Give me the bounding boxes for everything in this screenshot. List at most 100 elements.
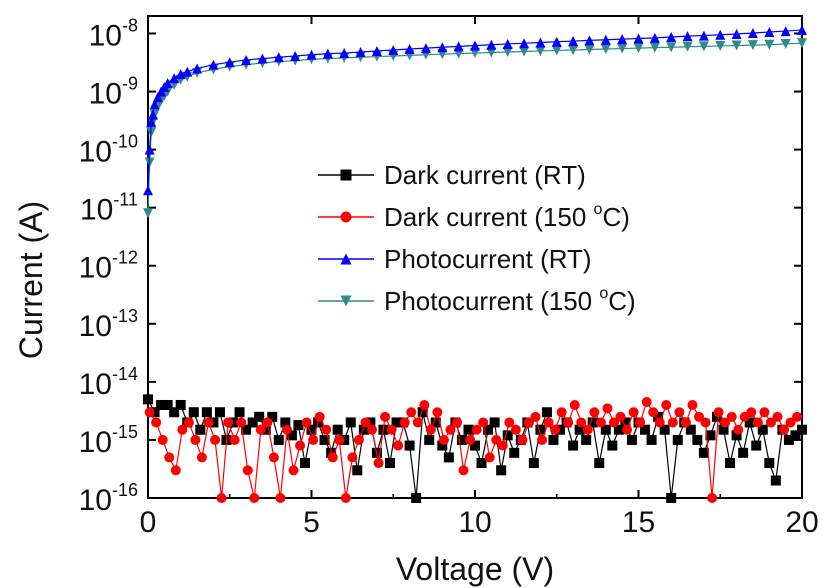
data-point bbox=[502, 46, 513, 57]
series-3 bbox=[143, 38, 807, 219]
data-point bbox=[764, 458, 775, 469]
data-point bbox=[306, 49, 317, 60]
data-point bbox=[319, 434, 330, 445]
data-point bbox=[406, 407, 417, 418]
y-tick-label: 10-12 bbox=[79, 248, 138, 285]
data-point bbox=[152, 92, 163, 103]
data-point bbox=[322, 48, 333, 59]
data-point bbox=[143, 394, 153, 405]
y-tick-label: 10-10 bbox=[79, 132, 138, 169]
data-point bbox=[257, 53, 268, 64]
data-point bbox=[164, 452, 175, 463]
data-point bbox=[661, 399, 672, 410]
data-point bbox=[600, 424, 611, 435]
data-point bbox=[617, 34, 628, 45]
data-point bbox=[733, 424, 744, 435]
legend-label: Dark current (150 oC) bbox=[384, 201, 630, 232]
data-point bbox=[345, 417, 356, 428]
data-point bbox=[779, 424, 790, 435]
x-tick-label: 20 bbox=[785, 506, 818, 539]
data-point bbox=[491, 434, 502, 445]
data-point bbox=[666, 42, 677, 53]
legend-label: Dark current (RT) bbox=[384, 160, 586, 190]
legend-marker bbox=[340, 169, 352, 181]
data-point bbox=[502, 38, 513, 49]
y-tick-exponent: -11 bbox=[113, 190, 138, 210]
data-point bbox=[352, 465, 363, 476]
data-point bbox=[438, 434, 449, 445]
data-point bbox=[587, 417, 598, 428]
y-tick-base: 10 bbox=[79, 136, 112, 169]
data-point bbox=[692, 434, 703, 445]
data-point bbox=[797, 24, 807, 35]
data-point bbox=[682, 31, 693, 42]
series-1 bbox=[144, 397, 803, 503]
data-point bbox=[478, 417, 489, 428]
data-point bbox=[340, 493, 351, 503]
data-point bbox=[437, 440, 448, 451]
x-tick-label: 10 bbox=[458, 506, 491, 539]
data-point bbox=[797, 424, 807, 435]
data-point bbox=[157, 434, 168, 445]
data-point bbox=[674, 407, 685, 418]
data-point bbox=[334, 434, 345, 445]
data-point bbox=[147, 109, 158, 120]
data-point bbox=[707, 493, 718, 503]
data-point bbox=[437, 42, 448, 53]
data-point bbox=[234, 407, 245, 418]
data-point bbox=[241, 54, 252, 65]
data-point bbox=[419, 399, 430, 410]
data-point bbox=[486, 39, 497, 50]
data-point bbox=[584, 44, 595, 55]
data-point bbox=[765, 417, 776, 428]
data-point bbox=[517, 434, 528, 445]
data-point bbox=[229, 434, 240, 445]
data-point bbox=[332, 424, 343, 435]
data-point bbox=[672, 434, 683, 445]
data-point bbox=[600, 44, 611, 55]
data-point bbox=[170, 465, 181, 476]
legend-marker bbox=[340, 295, 352, 307]
data-point bbox=[262, 417, 273, 428]
data-point bbox=[417, 407, 428, 418]
data-point bbox=[764, 39, 775, 50]
data-point bbox=[731, 40, 742, 51]
data-point bbox=[486, 47, 497, 58]
series-2 bbox=[143, 24, 807, 196]
data-point bbox=[327, 452, 338, 463]
data-point bbox=[275, 493, 286, 503]
data-point bbox=[175, 399, 186, 410]
data-point bbox=[404, 44, 415, 55]
data-point bbox=[301, 417, 312, 428]
data-point bbox=[360, 417, 371, 428]
data-point bbox=[430, 417, 441, 428]
data-point bbox=[146, 116, 157, 127]
data-point bbox=[528, 458, 539, 469]
y-tick-exponent: -10 bbox=[112, 132, 138, 152]
data-point bbox=[169, 407, 180, 418]
data-point bbox=[752, 417, 763, 428]
data-point bbox=[563, 417, 574, 428]
data-point bbox=[715, 40, 726, 51]
data-point bbox=[358, 424, 369, 435]
data-point bbox=[726, 411, 737, 422]
data-point bbox=[646, 434, 657, 445]
y-tick-exponent: -8 bbox=[122, 15, 138, 35]
data-point bbox=[715, 29, 726, 40]
data-point bbox=[162, 78, 173, 89]
data-point bbox=[177, 424, 188, 435]
data-point bbox=[196, 452, 207, 463]
data-point bbox=[543, 417, 554, 428]
data-point bbox=[602, 403, 613, 414]
legend-label: Photocurrent (150 oC) bbox=[384, 285, 636, 316]
data-point bbox=[682, 41, 693, 52]
data-point bbox=[144, 144, 155, 155]
data-point bbox=[162, 399, 173, 410]
legend-label: Photocurrent (RT) bbox=[384, 244, 592, 274]
data-point bbox=[607, 440, 618, 451]
data-point bbox=[574, 424, 585, 435]
data-point bbox=[214, 407, 225, 418]
data-point bbox=[581, 434, 592, 445]
y-tick-label: 10-14 bbox=[79, 364, 138, 401]
